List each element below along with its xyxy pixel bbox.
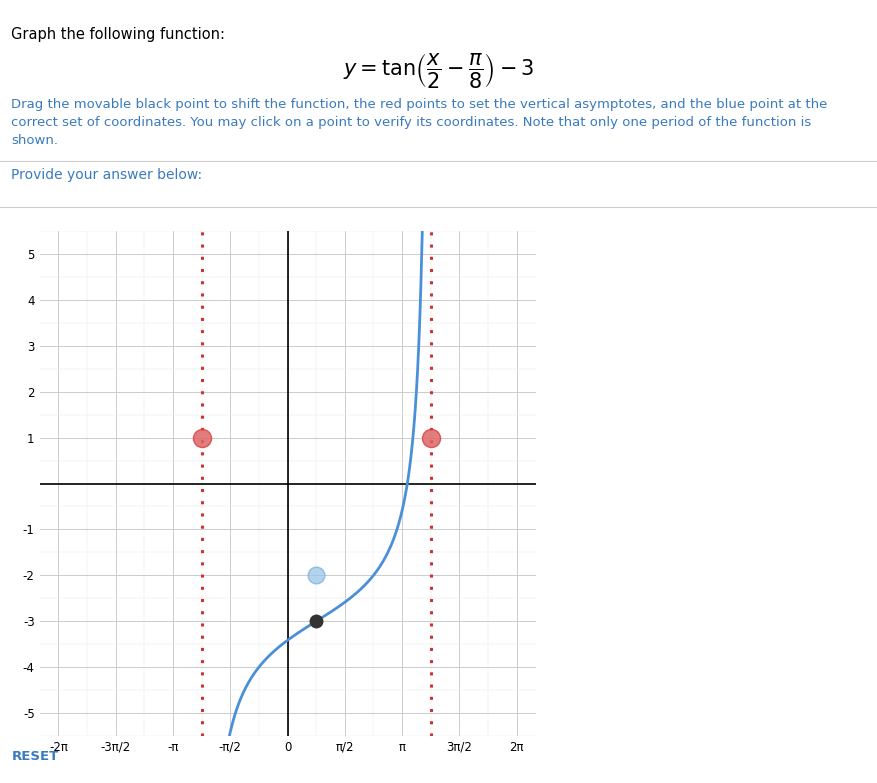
Text: RESET: RESET [11, 750, 59, 763]
Text: Provide your answer below:: Provide your answer below: [11, 168, 203, 182]
Text: $y = \tan\!\left(\dfrac{x}{2} - \dfrac{\pi}{8}\right) - 3$: $y = \tan\!\left(\dfrac{x}{2} - \dfrac{\… [343, 51, 534, 90]
Text: Drag the movable black point to shift the function, the red points to set the ve: Drag the movable black point to shift th… [11, 98, 827, 147]
Text: Graph the following function:: Graph the following function: [11, 27, 225, 42]
